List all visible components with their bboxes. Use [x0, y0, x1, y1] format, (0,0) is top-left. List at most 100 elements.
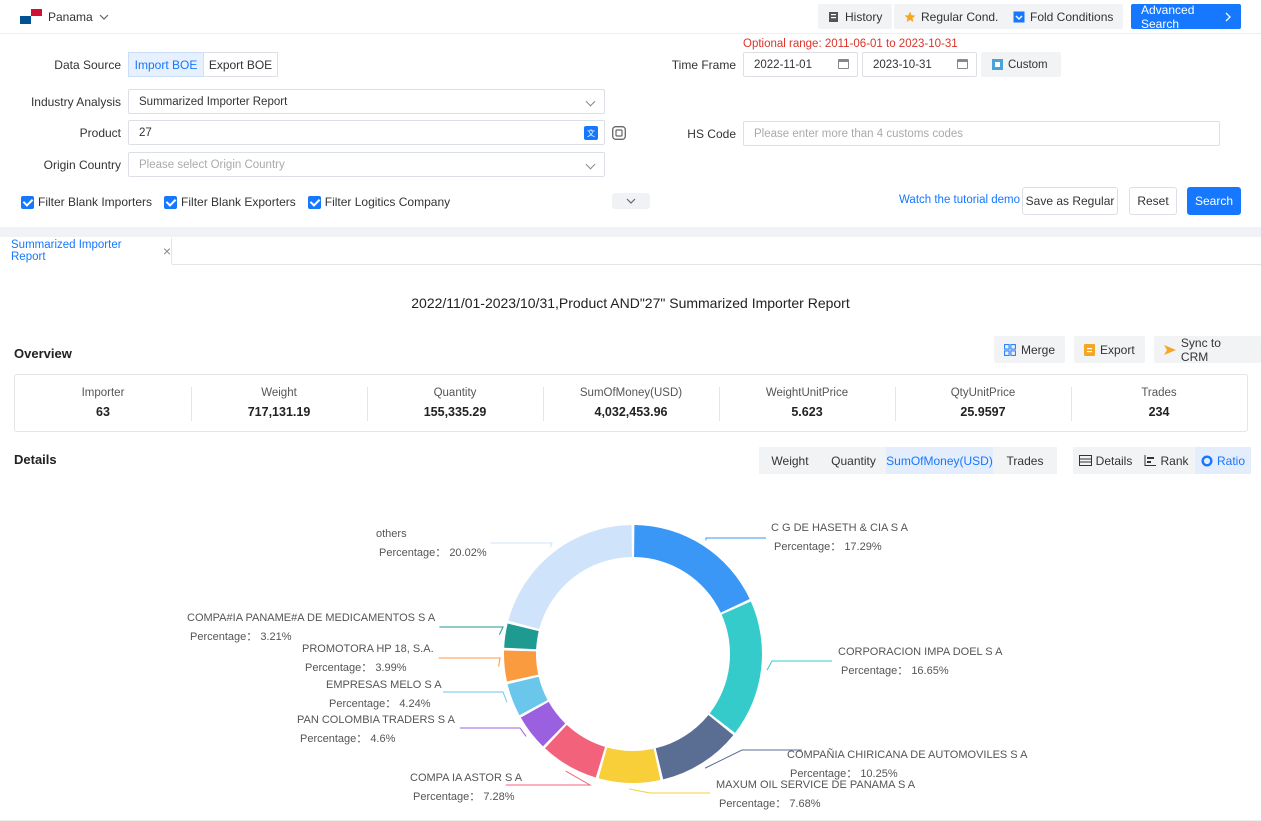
date-to-input[interactable]: 2023-10-31 — [862, 52, 977, 77]
custom-button[interactable]: Custom — [981, 52, 1061, 77]
stat-label: SumOfMoney(USD) — [579, 387, 683, 399]
stat-value: 234 — [1148, 405, 1170, 419]
save-as-regular-button[interactable]: Save as Regular — [1022, 187, 1118, 215]
details-title: Details — [14, 452, 57, 467]
expand-toggle[interactable] — [612, 193, 650, 209]
overview-title: Overview — [14, 346, 72, 361]
country-selector[interactable]: Panama — [20, 9, 109, 24]
leader-line — [443, 691, 508, 703]
view-tab-ratio[interactable]: Ratio — [1195, 447, 1251, 474]
industry-analysis-value: Summarized Importer Report — [139, 95, 288, 108]
donut-slice[interactable] — [504, 623, 539, 650]
slice-label: EMPRESAS MELO S A — [326, 679, 442, 691]
history-button[interactable]: History — [818, 4, 893, 29]
origin-country-label: Origin Country — [43, 158, 121, 172]
optional-range-value: 2011-06-01 to 2023-10-31 — [824, 38, 958, 50]
date-from-input[interactable]: 2022-11-01 — [743, 52, 858, 77]
chevron-down-icon — [585, 96, 596, 107]
industry-analysis-label: Industry Analysis — [30, 95, 121, 109]
regular-cond-button[interactable]: Regular Cond. — [894, 4, 1009, 29]
metric-tab-trades[interactable]: Trades — [993, 447, 1057, 474]
tutorial-link[interactable]: Watch the tutorial demo — [899, 194, 1021, 206]
calendar-icon — [957, 59, 968, 69]
view-tab-details[interactable]: Details — [1073, 447, 1138, 474]
slice-percentage: Percentage： 4.6% — [300, 733, 396, 745]
fold-conditions-button[interactable]: Fold Conditions — [1003, 4, 1124, 29]
hs-code-input[interactable]: Please enter more than 4 customs codes — [743, 121, 1220, 146]
filter-blank-importers-label: Filter Blank Importers — [38, 195, 153, 209]
advanced-search-label: Advanced Search — [1141, 2, 1195, 31]
product-input[interactable]: 27 文 — [128, 120, 605, 145]
filter-logistics-checkbox[interactable]: Filter Logitics Company — [307, 195, 450, 209]
report-title: 2022/11/01-2023/10/31,Product AND"27" Su… — [411, 295, 850, 311]
stat-label: QtyUnitPrice — [950, 387, 1016, 399]
overview-stat: WeightUnitPrice 5.623 — [719, 375, 895, 431]
leader-line — [766, 660, 832, 671]
product-value: 27 — [139, 126, 152, 139]
export-label: Export — [1100, 342, 1135, 357]
sync-to-crm-button[interactable]: Sync to CRM — [1154, 336, 1261, 364]
checkbox-checked-icon — [21, 195, 34, 209]
leader-line — [460, 727, 527, 737]
export-button[interactable]: Export — [1074, 336, 1145, 363]
view-tab-ratio-label: Ratio — [1216, 453, 1245, 468]
donut-slice[interactable] — [634, 525, 750, 613]
donut-slice[interactable] — [544, 724, 606, 778]
checkbox-checked-icon — [164, 195, 178, 209]
metric-tab-quantity[interactable]: Quantity — [821, 447, 886, 474]
filter-blank-exporters-label: Filter Blank Exporters — [181, 195, 296, 209]
view-tab-rank[interactable]: Rank — [1138, 447, 1195, 474]
search-button[interactable]: Search — [1187, 187, 1241, 215]
overview-stats: Importer 63 Weight 717,131.19 Quantity 155,… — [14, 374, 1248, 432]
donut-slice[interactable] — [507, 676, 548, 716]
slice-percentage: Percentage： 3.99% — [305, 662, 407, 674]
chevron-down-icon — [99, 14, 109, 20]
translate-icon[interactable]: 文 — [584, 126, 598, 140]
pie-icon — [1201, 454, 1213, 467]
slice-label: MAXUM OIL SERVICE DE PANAMA S A — [716, 779, 916, 791]
metric-tab-weight[interactable]: Weight — [759, 447, 821, 474]
donut-slice[interactable] — [520, 701, 566, 747]
donut-slice[interactable] — [504, 650, 539, 682]
close-icon[interactable]: × — [162, 242, 171, 259]
data-source-label: Data Source — [54, 58, 121, 72]
filter-blank-importers-checkbox[interactable]: Filter Blank Importers — [21, 195, 152, 209]
donut-slice[interactable] — [655, 714, 734, 780]
merge-button[interactable]: Merge — [994, 336, 1066, 363]
leader-line — [490, 542, 553, 548]
copy-icon[interactable] — [612, 126, 626, 140]
donut-slice[interactable] — [598, 747, 661, 783]
merge-label: Merge — [1021, 342, 1056, 357]
overview-stat: Trades 234 — [1071, 375, 1247, 431]
import-boe-button[interactable]: Import BOE — [128, 52, 204, 77]
slice-percentage: Percentage： 3.21% — [190, 631, 292, 643]
filter-blank-exporters-checkbox[interactable]: Filter Blank Exporters — [164, 195, 296, 209]
chevron-right-icon — [1225, 12, 1231, 21]
section-divider — [0, 227, 1261, 237]
metric-tab-sumofmoney[interactable]: SumOfMoney(USD) — [886, 447, 993, 474]
slice-label: COMPA IA ASTOR S A — [410, 772, 523, 784]
export-boe-button[interactable]: Export BOE — [203, 52, 278, 77]
history-icon — [829, 11, 838, 22]
slice-percentage: Percentage： 4.24% — [329, 698, 431, 710]
reset-button[interactable]: Reset — [1129, 187, 1177, 215]
origin-country-select[interactable]: Please select Origin Country — [128, 152, 605, 177]
advanced-search-button[interactable]: Advanced Search — [1131, 2, 1241, 31]
export-icon — [1084, 343, 1095, 356]
rank-icon — [1144, 455, 1157, 466]
tab-summarized-importer-report[interactable]: Summarized Importer Report × — [0, 238, 172, 265]
donut-slice[interactable] — [508, 525, 632, 630]
donut-slice[interactable] — [709, 601, 763, 733]
slice-percentage: Percentage： 10.25% — [790, 768, 898, 780]
fold-conditions-label: Fold Conditions — [1030, 9, 1114, 24]
date-from-value: 2022-11-01 — [754, 58, 812, 71]
industry-analysis-select[interactable]: Summarized Importer Report — [128, 89, 605, 114]
slice-label: PAN COLOMBIA TRADERS S A — [297, 714, 456, 726]
regular-cond-label: Regular Cond. — [921, 9, 999, 24]
leader-line — [439, 626, 504, 635]
stat-label: Importer — [81, 387, 125, 399]
stat-value: 5.623 — [791, 405, 823, 419]
overview-stat: Quantity 155,335.29 — [367, 375, 543, 431]
checkbox-checked-icon — [307, 195, 321, 209]
overview-stat: QtyUnitPrice 25.9597 — [895, 375, 1071, 431]
